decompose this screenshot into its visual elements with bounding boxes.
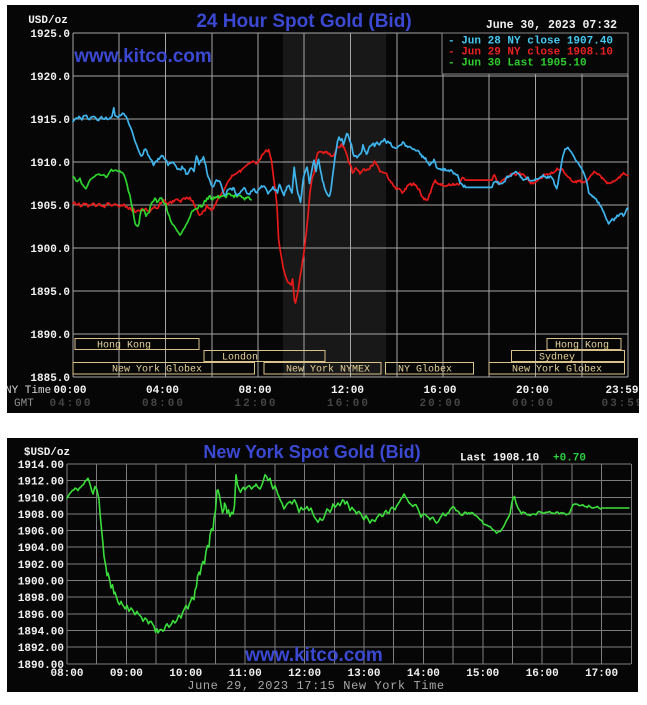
svg-text:1900.00: 1900.00 <box>18 577 64 589</box>
svg-text:1925.0: 1925.0 <box>30 29 70 41</box>
svg-text:Sydney: Sydney <box>539 352 575 364</box>
svg-text:NY Globex: NY Globex <box>398 364 452 376</box>
svg-text:Hong Kong: Hong Kong <box>97 341 151 352</box>
svg-text:08:00: 08:00 <box>50 668 83 680</box>
svg-text:1915.0: 1915.0 <box>30 115 70 127</box>
svg-text:www.kitco.com: www.kitco.com <box>244 645 383 666</box>
svg-text:15:00: 15:00 <box>466 668 499 680</box>
svg-text:- Jun 29 NY close 1908.10: - Jun 29 NY close 1908.10 <box>448 47 613 59</box>
svg-text:24 Hour Spot Gold (Bid): 24 Hour Spot Gold (Bid) <box>196 11 411 32</box>
svg-text:www.kitco.com: www.kitco.com <box>73 46 212 67</box>
svg-text:08:00: 08:00 <box>238 385 271 397</box>
svg-text:16:00: 16:00 <box>327 398 370 410</box>
svg-text:00:00: 00:00 <box>53 385 86 397</box>
svg-text:1910.0: 1910.0 <box>30 158 70 170</box>
svg-text:10:00: 10:00 <box>169 668 202 680</box>
svg-text:1898.00: 1898.00 <box>18 593 64 605</box>
svg-text:04:00: 04:00 <box>49 398 92 410</box>
svg-text:Hong Kong: Hong Kong <box>555 341 609 352</box>
svg-text:16:00: 16:00 <box>526 668 559 680</box>
svg-text:1890.0: 1890.0 <box>30 330 70 342</box>
svg-text:New York NYMEX: New York NYMEX <box>286 364 370 376</box>
svg-text:1890.00: 1890.00 <box>18 660 64 672</box>
svg-text:London: London <box>222 352 258 364</box>
svg-text:04:00: 04:00 <box>146 385 179 397</box>
svg-text:1896.00: 1896.00 <box>18 610 64 622</box>
svg-text:GMT: GMT <box>14 398 34 410</box>
svg-text:03:59: 03:59 <box>601 398 639 410</box>
svg-text:1905.0: 1905.0 <box>30 201 70 213</box>
svg-text:1920.0: 1920.0 <box>30 72 70 84</box>
svg-text:New York Globex: New York Globex <box>112 364 202 376</box>
svg-text:- Jun 28 NY close 1907.40: - Jun 28 NY close 1907.40 <box>448 36 613 48</box>
svg-text:1885.0: 1885.0 <box>30 373 70 385</box>
svg-text:00:00: 00:00 <box>512 398 555 410</box>
svg-text:20:00: 20:00 <box>516 385 549 397</box>
svg-text:1892.00: 1892.00 <box>18 643 64 655</box>
svg-text:08:00: 08:00 <box>142 398 185 410</box>
svg-text:1902.00: 1902.00 <box>18 560 64 572</box>
svg-text:20:00: 20:00 <box>419 398 462 410</box>
svg-text:1912.00: 1912.00 <box>18 477 64 489</box>
svg-text:12:00: 12:00 <box>331 385 364 397</box>
svg-text:13:00: 13:00 <box>347 668 380 680</box>
svg-text:1894.00: 1894.00 <box>18 627 64 639</box>
svg-text:23:59: 23:59 <box>605 385 638 397</box>
svg-text:$USD/oz: $USD/oz <box>24 447 70 459</box>
svg-text:09:00: 09:00 <box>110 668 143 680</box>
svg-text:1904.00: 1904.00 <box>18 543 64 555</box>
svg-text:Last 1908.10: Last 1908.10 <box>460 453 539 465</box>
svg-text:11:00: 11:00 <box>229 668 262 680</box>
svg-text:17:00: 17:00 <box>585 668 618 680</box>
svg-text:- Jun 30 Last 1905.10: - Jun 30 Last 1905.10 <box>448 58 587 70</box>
svg-text:14:00: 14:00 <box>407 668 440 680</box>
svg-text:12:00: 12:00 <box>234 398 277 410</box>
svg-text:+0.70: +0.70 <box>553 453 586 465</box>
svg-text:1900.0: 1900.0 <box>30 244 70 256</box>
svg-text:1914.00: 1914.00 <box>18 460 64 472</box>
svg-text:June 29, 2023 17:15 New York T: June 29, 2023 17:15 New York Time <box>187 679 444 692</box>
svg-text:1895.0: 1895.0 <box>30 287 70 299</box>
svg-text:16:00: 16:00 <box>423 385 456 397</box>
svg-text:12:00: 12:00 <box>288 668 321 680</box>
svg-text:USD/oz: USD/oz <box>28 15 68 27</box>
svg-text:1908.00: 1908.00 <box>18 510 64 522</box>
svg-text:New York Spot Gold (Bid): New York Spot Gold (Bid) <box>203 442 420 462</box>
svg-text:June 30, 2023 07:32: June 30, 2023 07:32 <box>486 19 617 32</box>
svg-text:NY Time: NY Time <box>7 385 51 397</box>
svg-text:1910.00: 1910.00 <box>18 493 64 505</box>
svg-text:1906.00: 1906.00 <box>18 527 64 539</box>
svg-text:New York Globex: New York Globex <box>512 364 602 376</box>
